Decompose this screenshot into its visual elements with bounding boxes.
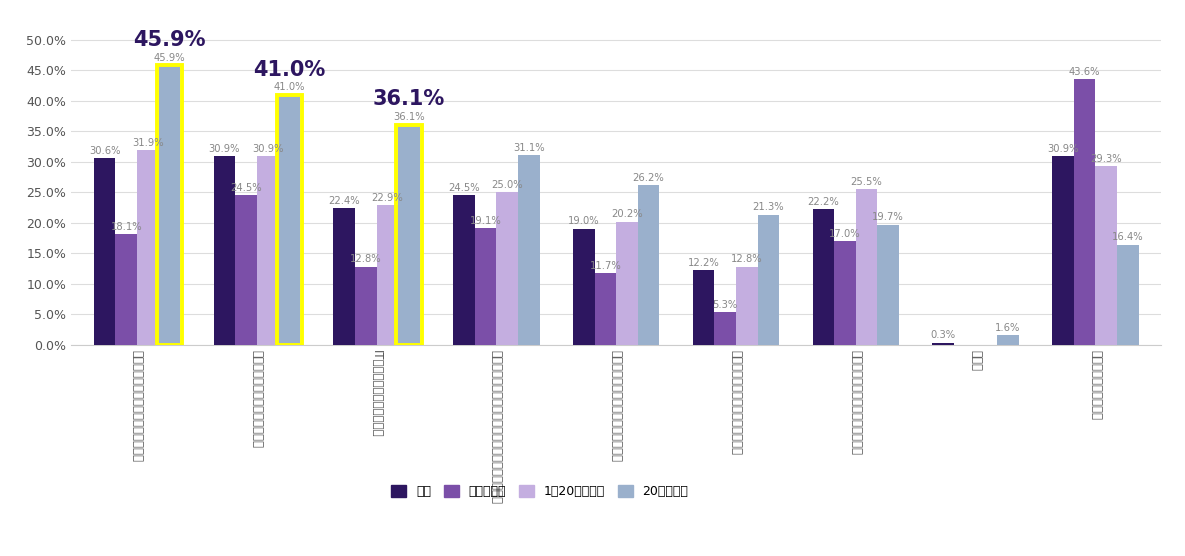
Bar [813, 210, 834, 345]
Text: 16.4%: 16.4% [1112, 232, 1144, 242]
Bar [1095, 166, 1117, 345]
Bar [137, 150, 159, 345]
Text: 41.0%: 41.0% [254, 59, 325, 80]
Bar [213, 156, 236, 345]
Bar [638, 185, 659, 345]
Text: 19.7%: 19.7% [872, 212, 904, 222]
Text: 18.1%: 18.1% [110, 222, 142, 232]
Bar [856, 189, 877, 345]
Bar [333, 208, 355, 345]
Bar [616, 222, 638, 345]
Text: 25.5%: 25.5% [851, 177, 883, 187]
Text: 22.9%: 22.9% [372, 193, 403, 203]
Text: 30.9%: 30.9% [252, 144, 283, 154]
Text: 26.2%: 26.2% [633, 172, 665, 182]
Text: 20.2%: 20.2% [611, 209, 642, 219]
Bar [159, 65, 180, 345]
Text: 24.5%: 24.5% [230, 183, 262, 193]
Bar [1074, 79, 1095, 345]
Text: 19.0%: 19.0% [568, 216, 600, 226]
Bar [1052, 156, 1074, 345]
Bar [997, 335, 1019, 345]
Bar [497, 192, 518, 345]
Text: 22.4%: 22.4% [328, 196, 360, 206]
Text: 5.3%: 5.3% [712, 300, 738, 310]
Text: 22.2%: 22.2% [808, 197, 839, 207]
Text: 12.8%: 12.8% [350, 254, 382, 264]
Text: 31.9%: 31.9% [132, 138, 164, 148]
Text: 43.6%: 43.6% [1069, 67, 1101, 77]
Bar [115, 235, 137, 345]
Text: 21.3%: 21.3% [752, 202, 784, 212]
Text: 41.0%: 41.0% [274, 82, 305, 92]
Bar [475, 229, 497, 345]
Bar [574, 229, 595, 345]
Text: 12.2%: 12.2% [687, 258, 719, 268]
Text: 30.9%: 30.9% [1048, 144, 1078, 154]
Bar [377, 205, 398, 345]
Bar [877, 225, 899, 345]
Bar [94, 158, 115, 345]
Bar [396, 125, 422, 345]
Bar [257, 156, 278, 345]
Text: 45.9%: 45.9% [154, 52, 185, 62]
Bar [834, 241, 856, 345]
Text: 45.9%: 45.9% [133, 29, 205, 49]
Bar [518, 155, 539, 345]
Bar [595, 274, 616, 345]
Bar [757, 215, 779, 345]
Text: 30.9%: 30.9% [209, 144, 241, 154]
Bar [276, 95, 302, 345]
Bar [278, 95, 300, 345]
Text: 12.8%: 12.8% [731, 254, 763, 264]
Bar [715, 312, 736, 345]
Text: 11.7%: 11.7% [590, 261, 621, 271]
Text: 24.5%: 24.5% [448, 183, 480, 193]
Bar [356, 267, 377, 345]
Bar [398, 125, 419, 345]
Bar [236, 195, 257, 345]
Bar [736, 267, 757, 345]
Text: 19.1%: 19.1% [469, 216, 501, 226]
Text: 1.6%: 1.6% [995, 322, 1020, 332]
Bar [933, 343, 954, 345]
Text: 36.1%: 36.1% [393, 112, 424, 122]
Text: 17.0%: 17.0% [830, 229, 860, 239]
Text: 31.1%: 31.1% [513, 143, 545, 153]
Text: 29.3%: 29.3% [1090, 153, 1122, 163]
Bar [156, 65, 182, 345]
Bar [454, 195, 475, 345]
Bar [693, 270, 715, 345]
Legend: 全体, 残業はない, 1～20時間未満, 20時間以上: 全体, 残業はない, 1～20時間未満, 20時間以上 [386, 480, 693, 503]
Bar [1117, 245, 1139, 345]
Text: 25.0%: 25.0% [492, 180, 523, 190]
Text: 0.3%: 0.3% [930, 330, 956, 340]
Text: 30.6%: 30.6% [89, 146, 121, 156]
Text: 36.1%: 36.1% [373, 90, 446, 110]
